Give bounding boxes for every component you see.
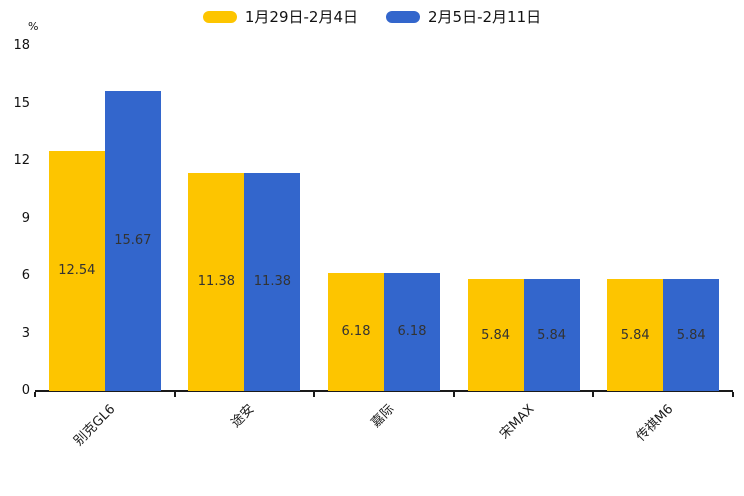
bar-value-label: 6.18 [341, 324, 371, 340]
bar-week1: 6.18 [328, 272, 384, 391]
x-axis-tick [34, 392, 36, 397]
bar-week1: 5.84 [467, 279, 524, 391]
x-axis-tick [173, 392, 176, 397]
x-axis-category-label: 途安 [228, 401, 258, 431]
x-axis-tick [732, 392, 734, 397]
bar-week2: 5.84 [663, 279, 720, 391]
x-axis-line [35, 390, 733, 392]
bar-value-label: 15.67 [114, 233, 152, 249]
legend-item-week2[interactable]: 2月5日-2月11日 [386, 7, 541, 27]
bar-value-label: 12.54 [58, 263, 96, 279]
bar-value-label: 5.84 [620, 327, 650, 343]
bar-week1: 12.54 [48, 150, 105, 391]
bar-week1: 5.84 [607, 279, 664, 391]
y-axis-tick-label: 18 [13, 38, 30, 53]
y-axis-tick-label: 15 [13, 95, 30, 111]
bar-week2: 5.84 [523, 279, 580, 391]
x-axis-tick [313, 392, 316, 397]
x-axis-tick [452, 392, 455, 397]
bar-week2: 11.38 [244, 172, 301, 391]
x-axis-tick [592, 392, 595, 397]
bar-value-label: 11.38 [197, 274, 235, 290]
legend-swatch-week2 [386, 11, 420, 23]
bar-week2: 6.18 [384, 272, 440, 391]
bar-week2: 15.67 [104, 90, 161, 391]
y-axis-tick-label: 9 [21, 210, 30, 226]
x-axis-category-label: 嘉际 [368, 401, 398, 431]
x-axis-category-label: 传祺M6 [633, 401, 677, 445]
y-axis-unit-label: % [28, 20, 39, 33]
legend-label-week1: 1月29日-2月4日 [244, 8, 358, 26]
bar-week1: 11.38 [188, 172, 245, 391]
legend-swatch-week1 [202, 11, 237, 23]
x-axis-category-label: 宋MAX [496, 401, 538, 443]
bar-value-label: 11.38 [253, 274, 291, 290]
legend-item-week1[interactable]: 1月29日-2月4日 [202, 7, 358, 27]
legend: 1月29日-2月4日 2月5日-2月11日 [0, 7, 744, 27]
x-axis-category-label: 别克GL6 [71, 401, 119, 449]
legend-label-week2: 2月5日-2月11日 [428, 8, 542, 26]
bar-value-label: 6.18 [397, 324, 427, 340]
y-axis-tick-label: 12 [13, 153, 30, 168]
y-axis-tick-label: 0 [21, 383, 30, 398]
y-axis-tick-label: 3 [21, 325, 30, 341]
bar-value-label: 5.84 [676, 327, 706, 343]
y-axis-tick-label: 6 [21, 268, 30, 283]
bar-value-label: 5.84 [537, 327, 567, 343]
bar-value-label: 5.84 [481, 327, 511, 343]
